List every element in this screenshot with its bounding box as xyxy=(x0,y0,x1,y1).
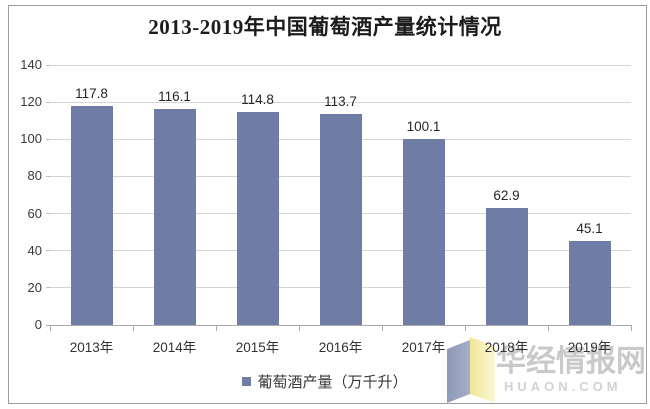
gridline xyxy=(50,64,631,66)
bar xyxy=(153,109,196,325)
bar-value-label: 62.9 xyxy=(493,188,520,204)
bar xyxy=(402,139,445,325)
legend-marker-icon xyxy=(242,377,252,386)
x-axis-category-label: 2019年 xyxy=(567,340,612,355)
chart-title: 2013-2019年中国葡萄酒产量统计情况 xyxy=(148,15,502,39)
y-axis-tick xyxy=(46,64,50,66)
bar xyxy=(485,208,528,325)
bar-value-label: 116.1 xyxy=(158,89,191,105)
y-axis-tick xyxy=(46,250,50,252)
y-axis-tick xyxy=(46,287,50,289)
legend: 葡萄酒产量（万千升） xyxy=(0,371,650,392)
bar-value-label: 114.8 xyxy=(241,91,274,107)
y-axis-tick-label: 0 xyxy=(34,317,42,332)
y-axis-tick-label: 20 xyxy=(27,279,42,295)
bar-value-label: 45.1 xyxy=(576,221,603,237)
x-axis-tick xyxy=(298,325,300,331)
y-axis-tick-label: 100 xyxy=(20,131,42,147)
x-axis-tick xyxy=(381,325,383,331)
x-axis-tick xyxy=(215,325,217,331)
x-axis-tick xyxy=(630,325,632,331)
y-axis-tick-label: 140 xyxy=(20,57,42,72)
bar-value-label: 100.1 xyxy=(406,119,441,135)
huaon-logo-icon xyxy=(447,337,495,403)
gridline xyxy=(50,101,631,103)
y-axis-tick xyxy=(46,101,50,103)
watermark-site-url: HUAON.COM xyxy=(504,379,622,394)
y-axis-tick xyxy=(46,213,50,215)
x-axis-category-label: 2017年 xyxy=(401,340,446,355)
bar xyxy=(236,111,279,325)
bar xyxy=(319,113,362,325)
x-axis-category-label: 2016年 xyxy=(318,340,363,355)
chart-frame-border xyxy=(8,5,647,404)
x-axis-category-label: 2013年 xyxy=(69,340,114,355)
plot-area: 0 20 40 60 80 100 120 140 117.8 116.1 114.8 113.7 1… xyxy=(20,57,632,355)
x-axis-tick xyxy=(132,325,134,331)
bar-value-label: 113.7 xyxy=(324,93,357,109)
y-axis-tick-label: 60 xyxy=(27,205,42,221)
x-axis-tick xyxy=(49,325,51,331)
x-axis-tick xyxy=(464,325,466,331)
y-axis-tick-label: 80 xyxy=(27,168,42,184)
x-axis-line xyxy=(46,325,631,326)
x-axis-category-label: 2015年 xyxy=(235,340,280,355)
y-axis-tick xyxy=(46,138,50,140)
y-axis-tick xyxy=(46,175,50,177)
y-axis-tick-label: 120 xyxy=(20,94,42,110)
bar xyxy=(568,241,611,325)
x-axis-tick xyxy=(547,325,549,331)
watermark-site-name: 华经情报网 xyxy=(496,345,646,378)
bar-value-label: 117.8 xyxy=(75,86,108,102)
bar xyxy=(70,106,113,325)
watermark: 华经情报网 HUAON.COM xyxy=(447,335,647,407)
y-axis-tick-label: 40 xyxy=(27,242,42,258)
x-axis-category-label: 2018年 xyxy=(484,340,529,355)
x-axis-category-label: 2014年 xyxy=(152,340,197,355)
legend-label: 葡萄酒产量（万千升） xyxy=(257,374,408,391)
